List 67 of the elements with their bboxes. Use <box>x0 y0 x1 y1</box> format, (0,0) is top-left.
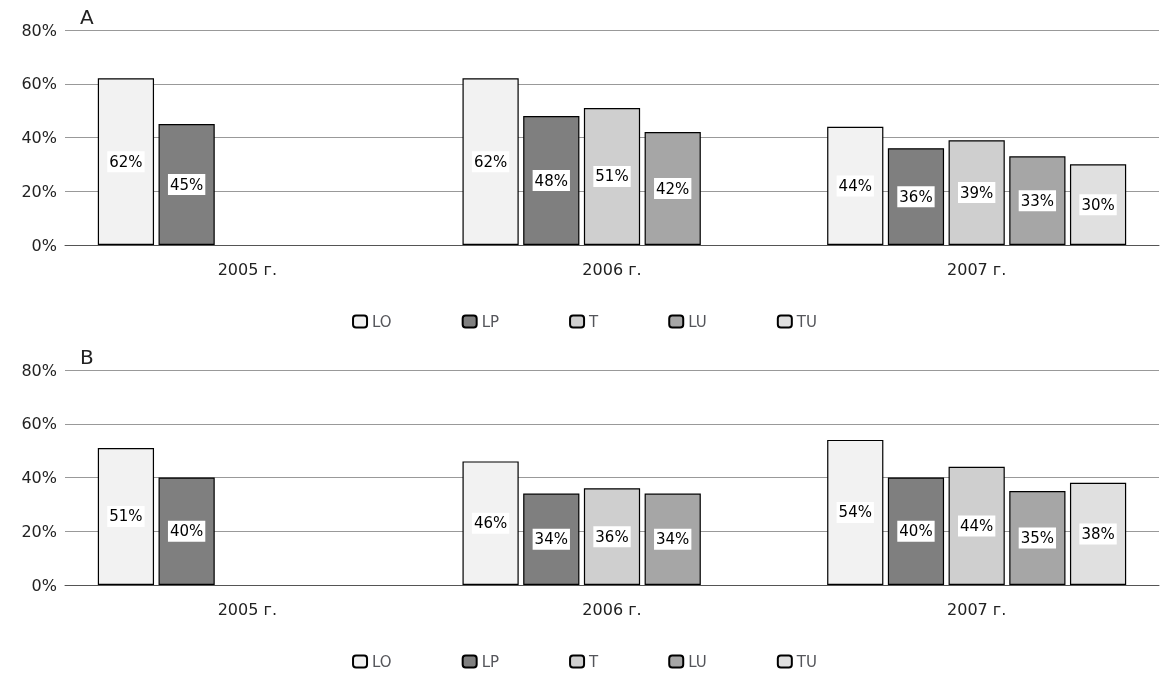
legend-label: LU <box>688 652 707 671</box>
text: 62% <box>473 152 508 171</box>
bar <box>1009 490 1066 585</box>
y-tick-label: 40% <box>21 128 57 147</box>
y-tick-label: 0% <box>31 235 57 255</box>
bar <box>887 477 945 585</box>
bar <box>97 78 155 245</box>
legend-label: LP <box>481 312 500 331</box>
text: 46% <box>473 514 508 533</box>
legend-label: TU <box>795 652 817 671</box>
y-tick-label: 60% <box>21 414 57 434</box>
text: 62% <box>109 152 143 171</box>
y-tick-label: 0% <box>31 575 57 595</box>
bar <box>1009 156 1066 245</box>
y-tick-label: 80% <box>21 20 57 40</box>
bar <box>158 477 215 585</box>
legend-label: T <box>588 652 600 671</box>
y-tick-label: 80% <box>21 360 57 380</box>
y-tick-label: 60% <box>21 74 57 94</box>
bar <box>523 116 580 245</box>
x-tick-label: 2005 г. <box>217 259 277 279</box>
text: 30% <box>1081 195 1115 214</box>
y-tick-label: 40% <box>21 468 57 487</box>
y-tick-label: 20% <box>21 181 57 201</box>
bar <box>827 126 884 245</box>
text: 54% <box>838 503 872 522</box>
bar <box>97 447 155 585</box>
chart-title: B <box>80 345 94 369</box>
chart-title: A <box>80 5 94 29</box>
legend-label: LP <box>481 652 500 671</box>
text: 40% <box>899 522 933 541</box>
bar <box>462 78 519 245</box>
bar <box>827 439 884 585</box>
text: 33% <box>1020 191 1055 210</box>
y-tick-label: 20% <box>21 521 57 541</box>
x-tick-label: 2006 г. <box>582 599 642 619</box>
text: 38% <box>1081 524 1115 543</box>
bar <box>583 107 641 245</box>
text: 45% <box>169 175 204 194</box>
text: 51% <box>109 507 143 526</box>
text: 40% <box>169 522 204 541</box>
x-tick-label: 2007 г. <box>947 599 1007 619</box>
x-tick-label: 2007 г. <box>947 259 1007 279</box>
text: 48% <box>534 171 568 190</box>
text: 34% <box>656 530 690 549</box>
x-tick-label: 2006 г. <box>582 259 642 279</box>
legend-label: LO <box>372 652 392 671</box>
text: 44% <box>959 516 994 535</box>
x-tick-label: 2005 г. <box>217 599 277 619</box>
bar <box>462 461 519 585</box>
text: 44% <box>838 176 872 195</box>
bar <box>948 140 1005 245</box>
text: 42% <box>656 179 690 198</box>
text: 34% <box>534 530 568 549</box>
text: 39% <box>959 183 994 202</box>
text: 36% <box>899 187 933 206</box>
legend-label: TU <box>795 312 817 331</box>
text: 51% <box>595 167 629 186</box>
legend-label: LO <box>372 312 392 331</box>
text: 35% <box>1020 528 1055 547</box>
text: 36% <box>595 527 629 546</box>
bar <box>644 132 701 245</box>
bar <box>158 124 215 245</box>
legend-label: T <box>588 312 600 331</box>
legend-label: LU <box>688 312 707 331</box>
bar <box>948 466 1005 585</box>
bar <box>1069 482 1127 585</box>
